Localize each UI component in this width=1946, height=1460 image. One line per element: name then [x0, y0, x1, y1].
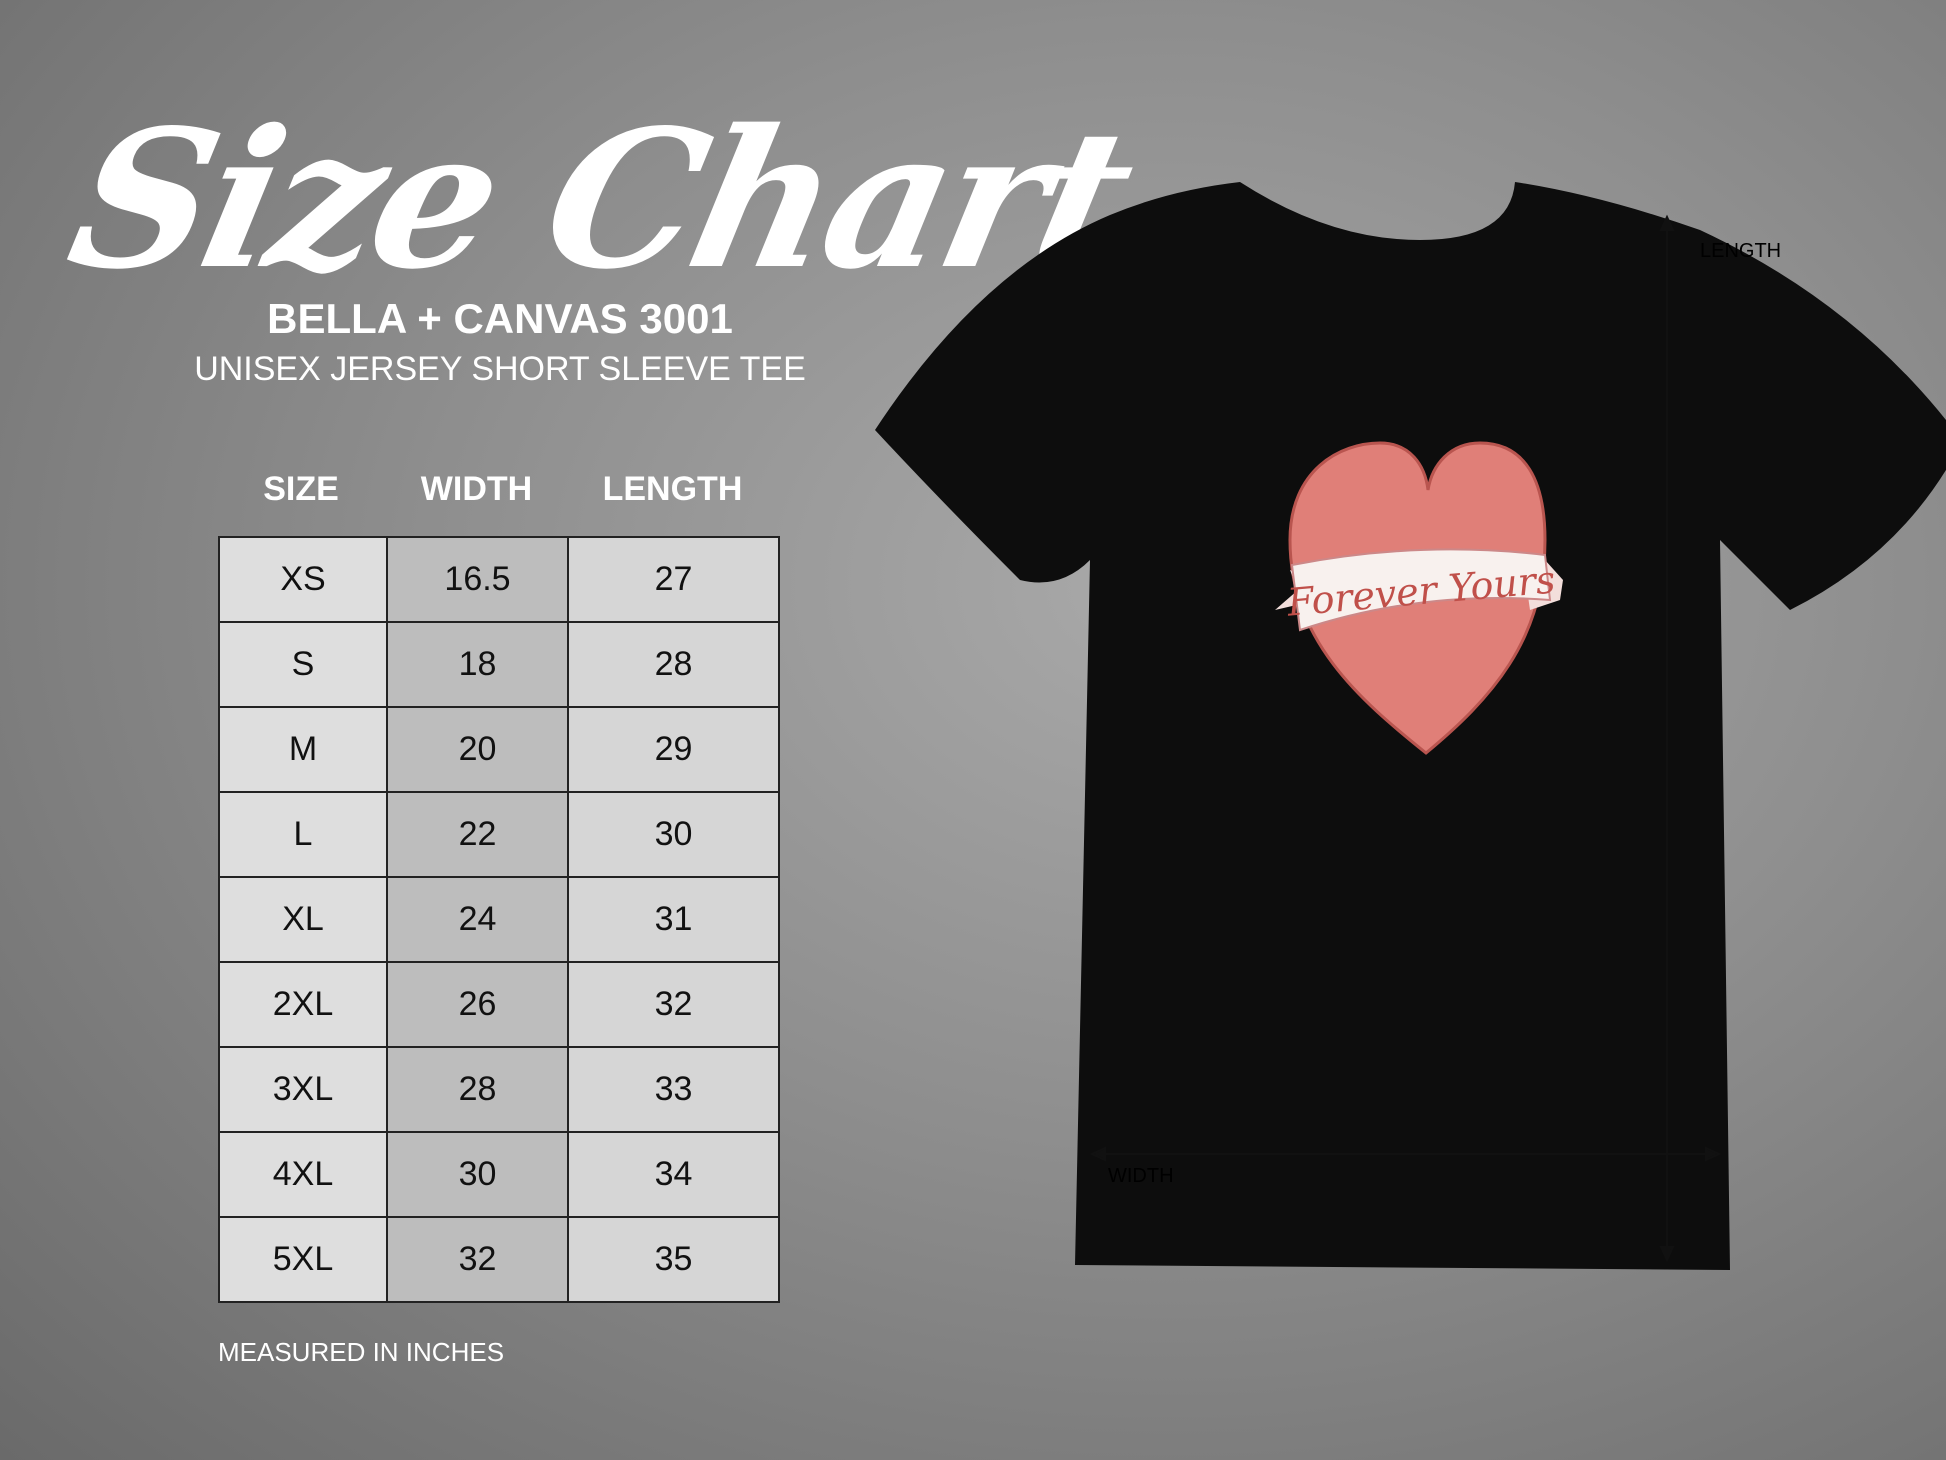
table-row: 2XL 26 32: [218, 961, 780, 1048]
size-cell: XL: [218, 876, 388, 963]
length-measure-arrow: [1659, 214, 1675, 1263]
width-cell: 16.5: [386, 536, 569, 623]
width-cell: 26: [386, 961, 569, 1048]
length-cell: 34: [567, 1131, 780, 1218]
size-cell: XS: [218, 536, 388, 623]
table-row: S 18 28: [218, 621, 780, 708]
table-row: M 20 29: [218, 706, 780, 793]
size-cell: 5XL: [218, 1216, 388, 1303]
table-row: 5XL 32 35: [218, 1216, 780, 1303]
header-width: WIDTH: [420, 470, 533, 508]
width-cell: 18: [386, 621, 569, 708]
length-cell: 33: [567, 1046, 780, 1133]
width-cell: 20: [386, 706, 569, 793]
length-cell: 35: [567, 1216, 780, 1303]
width-cell: 28: [386, 1046, 569, 1133]
table-row: XS 16.5 27: [218, 536, 780, 623]
width-cell: 30: [386, 1131, 569, 1218]
table-row: L 22 30: [218, 791, 780, 878]
length-label: LENGTH: [1700, 240, 1781, 262]
length-cell: 32: [567, 961, 780, 1048]
table-row: 4XL 30 34: [218, 1131, 780, 1218]
length-cell: 30: [567, 791, 780, 878]
length-cell: 28: [567, 621, 780, 708]
length-cell: 31: [567, 876, 780, 963]
size-table: XS 16.5 27 S 18 28 M 20 29 L 22 30 XL 24 31 2XL 26 32 3XL 2…: [218, 536, 780, 1303]
brand-model: BELLA + CANVAS 3001: [267, 295, 733, 342]
width-measure-arrow: [1089, 1146, 1722, 1162]
header-length: LENGTH: [602, 470, 743, 508]
size-cell: 3XL: [218, 1046, 388, 1133]
units-note: MEASURED IN INCHES: [218, 1337, 505, 1367]
table-row: XL 24 31: [218, 876, 780, 963]
length-cell: 29: [567, 706, 780, 793]
size-cell: 2XL: [218, 961, 388, 1048]
width-cell: 22: [386, 791, 569, 878]
length-cell: 27: [567, 536, 780, 623]
size-cell: S: [218, 621, 388, 708]
header-size: SIZE: [263, 470, 339, 508]
size-cell: 4XL: [218, 1131, 388, 1218]
table-row: 3XL 28 33: [218, 1046, 780, 1133]
width-cell: 24: [386, 876, 569, 963]
product-subtitle: UNISEX JERSEY SHORT SLEEVE TEE: [194, 350, 806, 388]
size-cell: L: [218, 791, 388, 878]
width-cell: 32: [386, 1216, 569, 1303]
heart-graphic: Forever Yours: [1275, 441, 1563, 755]
size-cell: M: [218, 706, 388, 793]
width-label: WIDTH: [1108, 1165, 1174, 1187]
